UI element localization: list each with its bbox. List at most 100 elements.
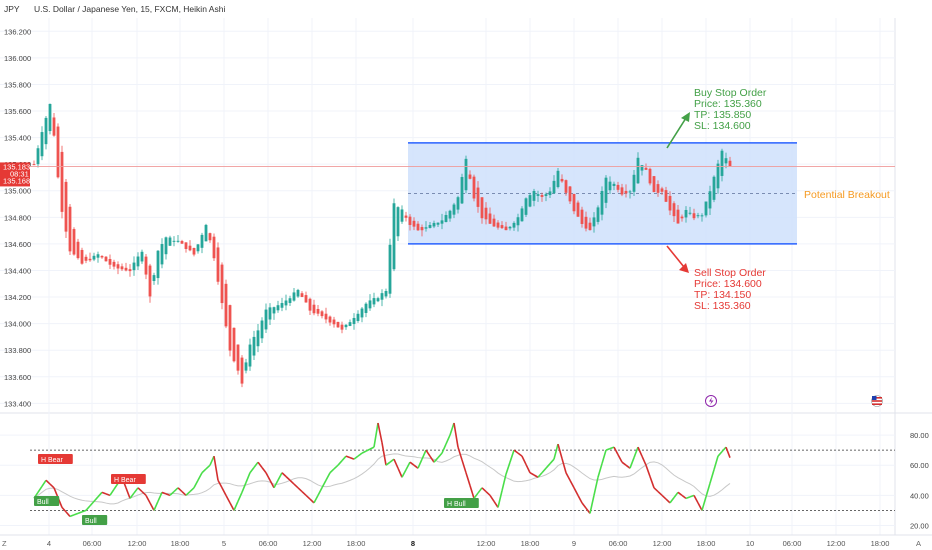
rsi-segment bbox=[45, 479, 51, 485]
price-tick-label: 135.400 bbox=[4, 134, 31, 143]
price-tick-label: 133.400 bbox=[4, 399, 31, 408]
time-tick-label: 9 bbox=[572, 539, 576, 548]
candle-body bbox=[464, 158, 468, 191]
rsi-segment bbox=[241, 482, 247, 493]
rsi-segment bbox=[257, 461, 263, 468]
rsi-signal-badge bbox=[38, 454, 73, 464]
rsi-segment bbox=[381, 442, 387, 466]
sell-title: Sell Stop Order bbox=[694, 267, 766, 279]
rsi-segment bbox=[409, 461, 415, 466]
rsi-segment bbox=[317, 487, 323, 496]
candle-body bbox=[712, 176, 716, 200]
candle-body bbox=[608, 181, 612, 191]
rsi-segment bbox=[461, 459, 467, 473]
candle-body bbox=[628, 191, 632, 193]
candle-body bbox=[728, 160, 732, 167]
candle-body bbox=[672, 203, 676, 217]
candle-body bbox=[40, 132, 44, 157]
candle-body bbox=[472, 176, 476, 199]
rsi-segment bbox=[469, 485, 475, 499]
rsi-segment bbox=[321, 479, 327, 489]
candle-body bbox=[320, 311, 324, 317]
candle-body bbox=[700, 215, 704, 217]
rsi-segment bbox=[593, 477, 599, 496]
candle-body bbox=[200, 234, 204, 248]
rsi-segment bbox=[501, 474, 507, 492]
candle-body bbox=[704, 201, 708, 216]
candle-body bbox=[468, 174, 472, 179]
rsi-segment bbox=[629, 457, 635, 469]
us-flag-icon[interactable] bbox=[871, 395, 883, 407]
candle-body bbox=[544, 194, 548, 196]
candle-body bbox=[316, 308, 320, 314]
rsi-segment bbox=[245, 472, 251, 483]
candle-body bbox=[56, 126, 60, 178]
candle-body bbox=[588, 222, 592, 231]
rsi-segment bbox=[569, 479, 575, 489]
candle-body bbox=[456, 197, 460, 210]
candle-body bbox=[180, 241, 184, 244]
rsi-segment bbox=[173, 487, 179, 493]
rsi-segment bbox=[125, 487, 131, 499]
rsi-segment bbox=[89, 500, 95, 507]
candle-body bbox=[500, 225, 504, 229]
rsi-segment bbox=[225, 494, 231, 504]
lightning-icon[interactable] bbox=[705, 395, 717, 407]
price-tick-label: 135.600 bbox=[4, 107, 31, 116]
price-axis: 136.200136.000135.800135.600135.400135.2… bbox=[4, 27, 31, 408]
candle-body bbox=[340, 324, 344, 330]
candle-body bbox=[356, 313, 360, 322]
candle-body bbox=[584, 216, 588, 229]
candle-body bbox=[692, 213, 696, 219]
candle-body bbox=[240, 357, 244, 384]
candle-body bbox=[724, 158, 728, 164]
candle-body bbox=[152, 275, 156, 282]
buy-sl: SL: 134.600 bbox=[694, 120, 751, 132]
candle-body bbox=[132, 262, 136, 271]
candle-body bbox=[140, 251, 144, 262]
candle-body bbox=[212, 236, 216, 259]
rsi-segment bbox=[689, 494, 695, 498]
rsi-segment bbox=[141, 490, 147, 496]
price-tick-label: 135.000 bbox=[4, 187, 31, 196]
candle-body bbox=[508, 226, 512, 229]
time-tick-label: 10 bbox=[746, 539, 754, 548]
rsi-segment bbox=[269, 479, 275, 489]
rsi-segment bbox=[325, 472, 331, 481]
candle-body bbox=[528, 195, 532, 207]
candle-body bbox=[532, 190, 536, 201]
rsi-segment bbox=[417, 458, 423, 469]
rsi-segment bbox=[605, 447, 611, 451]
candle-body bbox=[188, 245, 192, 251]
candle-body bbox=[556, 170, 560, 188]
rsi-segment bbox=[525, 464, 531, 474]
time-tick-label: 4 bbox=[47, 539, 51, 548]
auto-scale-button[interactable]: A bbox=[916, 539, 921, 548]
rsi-segment bbox=[421, 449, 427, 460]
candle-body bbox=[220, 264, 224, 304]
rsi-segment bbox=[229, 502, 235, 511]
candle-body bbox=[360, 308, 364, 318]
rsi-segment bbox=[301, 490, 307, 496]
rsi-segment bbox=[541, 467, 547, 474]
rsi-segment bbox=[677, 491, 683, 496]
candle-body bbox=[568, 186, 572, 202]
rsi-segment bbox=[489, 494, 495, 502]
price-tick-label: 136.200 bbox=[4, 27, 31, 36]
candle-body bbox=[484, 207, 488, 220]
rsi-segment bbox=[577, 494, 583, 504]
candle-body bbox=[80, 249, 84, 264]
candle-body bbox=[256, 330, 260, 347]
candle-body bbox=[228, 305, 232, 351]
rsi-segment bbox=[537, 472, 543, 478]
buy-annotation[interactable]: Buy Stop Order Price: 135.360 TP: 135.85… bbox=[666, 87, 767, 149]
timezone-icon[interactable]: Z bbox=[2, 539, 7, 548]
candle-body bbox=[264, 309, 268, 330]
rsi-segment bbox=[277, 472, 283, 481]
sell-annotation[interactable]: Sell Stop Order Price: 134.600 TP: 134.1… bbox=[666, 245, 766, 312]
candle-body bbox=[640, 165, 644, 171]
rsi-segment bbox=[673, 491, 679, 499]
rsi-segment bbox=[157, 491, 163, 502]
candle-body bbox=[88, 258, 92, 261]
